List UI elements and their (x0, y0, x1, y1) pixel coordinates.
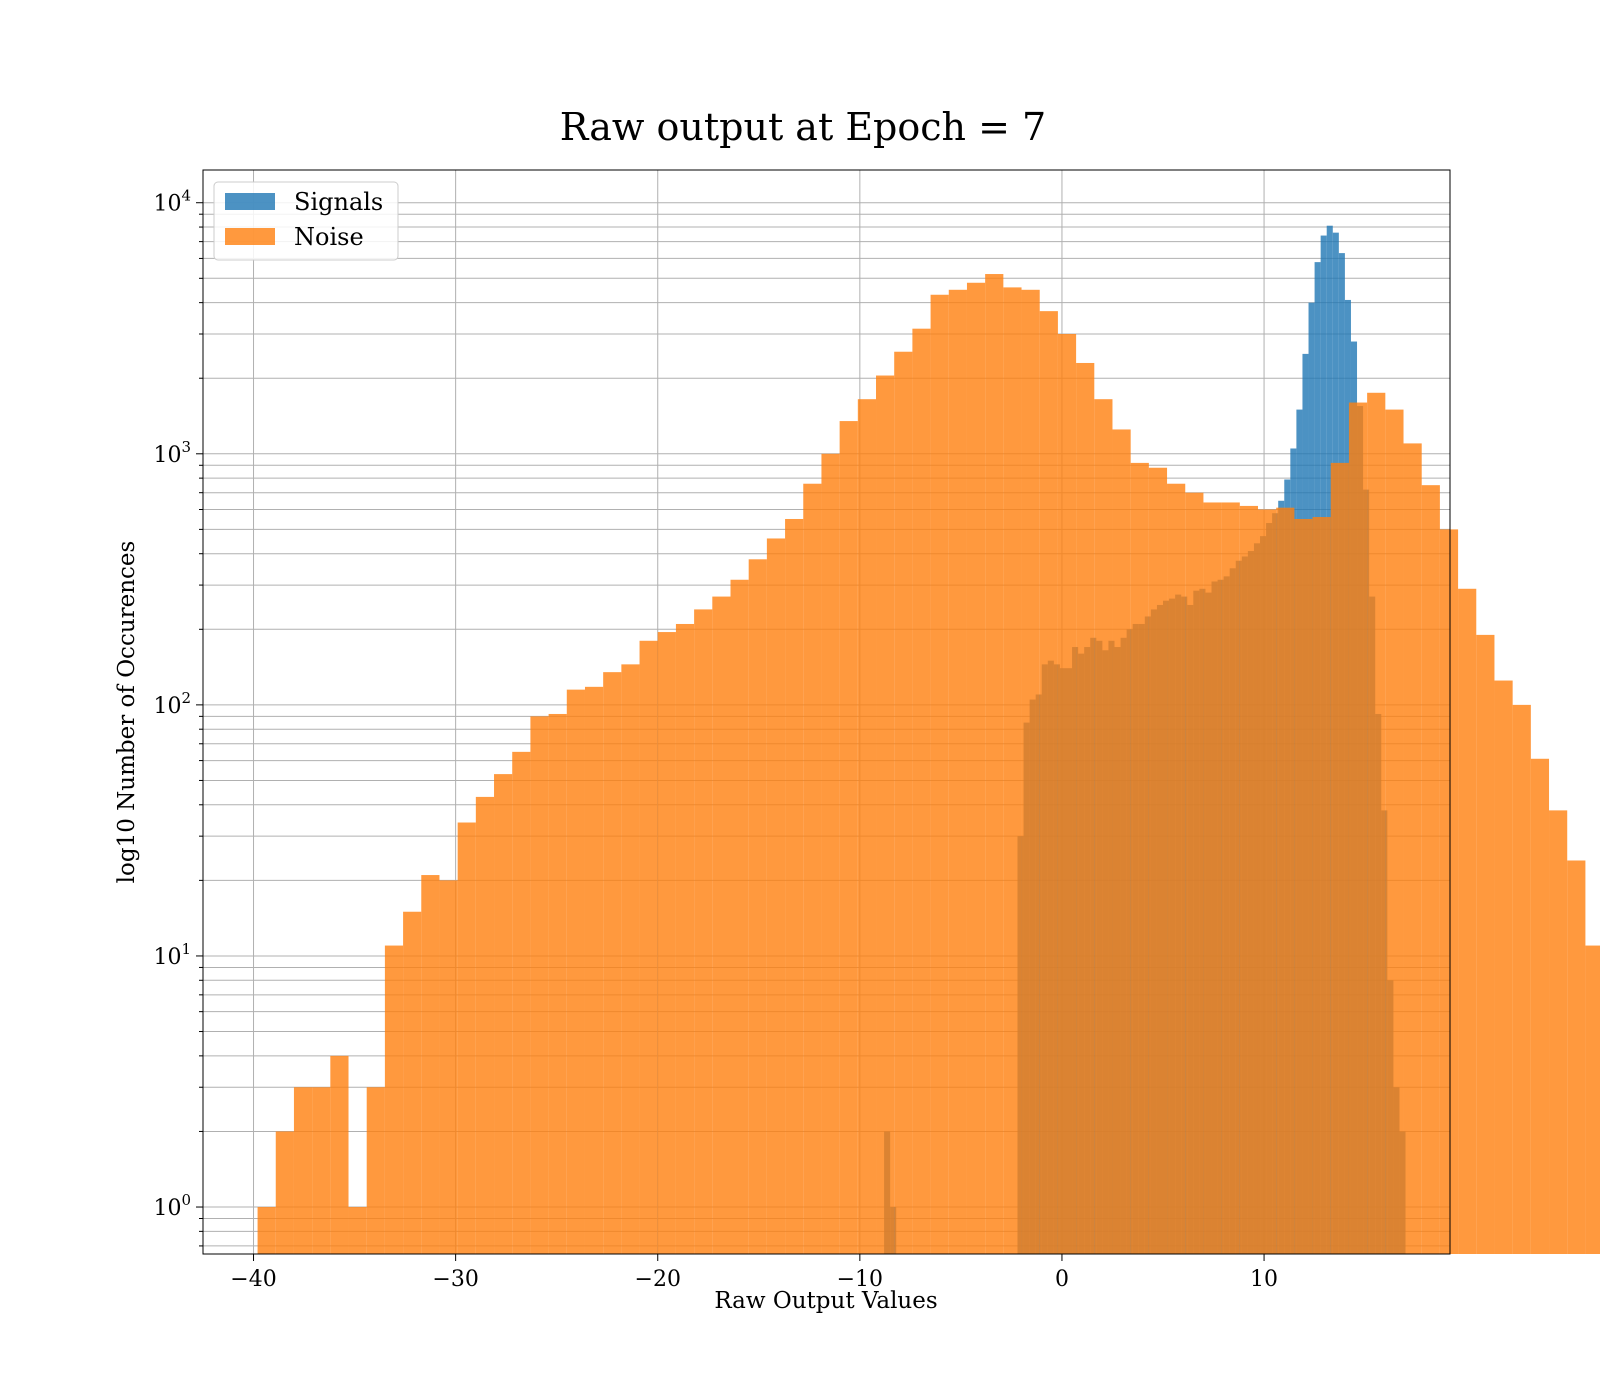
x-tick-label: −40 (230, 1267, 276, 1292)
y-tick-label: 102 (153, 689, 191, 719)
histogram-bar (1403, 443, 1422, 1254)
histogram-bar (603, 672, 622, 1254)
series-noise (257, 274, 1600, 1255)
y-tick-label: 101 (153, 940, 191, 970)
x-tick-label: −20 (635, 1267, 681, 1292)
histogram-bar (1530, 758, 1550, 1254)
histogram-bar (1458, 588, 1477, 1254)
histogram-bars (257, 225, 1600, 1255)
x-tick-label: 10 (1250, 1267, 1278, 1292)
histogram-bar (1039, 311, 1058, 1254)
histogram-bar (1021, 289, 1040, 1255)
histogram-bar (312, 1087, 331, 1254)
y-tick-label: 103 (153, 438, 191, 468)
y-axis-ticks: 100 101 102 103 104 (153, 187, 203, 1247)
y-tick-label: 104 (153, 187, 191, 217)
histogram-bar (348, 1207, 367, 1254)
legend-swatch-noise (225, 228, 275, 245)
histogram-bar (1476, 634, 1495, 1254)
histogram-bar (985, 274, 1004, 1255)
histogram-bar (821, 453, 840, 1254)
histogram-bar (839, 421, 858, 1255)
y-axis-label: log10 Number of Occurences (114, 541, 140, 884)
histogram-bar (1130, 462, 1149, 1255)
legend-swatch-signals (225, 193, 275, 210)
histogram-bar (1367, 392, 1386, 1254)
x-tick-label: 0 (1055, 1267, 1069, 1292)
histogram-bar (803, 483, 822, 1254)
histogram-bar (912, 328, 931, 1254)
histogram-bar (530, 716, 549, 1254)
histogram-bar (1348, 402, 1368, 1254)
histogram-bar (1330, 462, 1349, 1255)
y-tick-label: 100 (153, 1191, 191, 1221)
histogram-bar (257, 1207, 276, 1254)
histogram-bar (512, 751, 531, 1254)
histogram-bar (1112, 429, 1131, 1254)
histogram-bar (785, 518, 804, 1254)
chart-title: Raw output at Epoch = 7 (560, 105, 1046, 149)
histogram-bar (712, 596, 731, 1254)
histogram-bar (694, 609, 713, 1254)
histogram-bar (1003, 287, 1022, 1254)
histogram-bar (730, 579, 749, 1254)
histogram-bar (1057, 334, 1077, 1255)
histogram-bar (639, 640, 658, 1254)
histogram-bar (894, 351, 913, 1255)
histogram-bar (657, 632, 676, 1254)
histogram-bar (275, 1131, 294, 1254)
histogram-bar (403, 911, 422, 1254)
histogram-bar (675, 623, 695, 1254)
histogram-bar (1203, 502, 1222, 1255)
histogram-bar (421, 875, 440, 1254)
histogram-bar (857, 399, 877, 1254)
x-axis-ticks: −40 −30 −20 −10 0 10 (230, 1254, 1278, 1292)
histogram-bar (1167, 483, 1186, 1254)
histogram-bar (1312, 517, 1331, 1254)
histogram-bar (457, 822, 476, 1254)
histogram-bar (1276, 507, 1295, 1254)
histogram-bar (566, 689, 585, 1254)
histogram-bar (1549, 810, 1568, 1254)
legend-label-signals: Signals (294, 188, 383, 216)
histogram-bar (1257, 509, 1277, 1254)
histogram-bar (1585, 945, 1600, 1254)
histogram-bar (1094, 399, 1113, 1254)
x-tick-label: −10 (837, 1267, 883, 1292)
histogram-bar (1148, 467, 1168, 1254)
histogram-bar (948, 289, 967, 1255)
histogram-bar (1421, 485, 1440, 1255)
histogram-bar (748, 559, 767, 1254)
histogram-bar (366, 1087, 385, 1254)
histogram-bar (584, 686, 604, 1254)
histogram-bar (966, 282, 986, 1254)
histogram-bar (1439, 529, 1459, 1254)
histogram-bar (1385, 409, 1404, 1254)
histogram-bar (494, 774, 513, 1254)
histogram-bar (1294, 518, 1313, 1254)
histogram-bar (548, 713, 567, 1254)
legend-label-noise: Noise (294, 223, 364, 251)
histogram-bar (1185, 492, 1204, 1254)
x-tick-label: −30 (432, 1267, 478, 1292)
histogram-bar (439, 880, 458, 1254)
legend: Signals Noise (213, 181, 399, 261)
histogram-bar (1494, 680, 1513, 1254)
histogram-bar (930, 294, 949, 1255)
histogram-bar (876, 375, 895, 1254)
plot-frame (202, 169, 1451, 1255)
histogram-bar (330, 1055, 349, 1254)
histogram-bar (1239, 505, 1258, 1255)
histogram-bar (475, 796, 495, 1254)
histogram-bar (384, 945, 404, 1254)
histogram-bar (766, 538, 786, 1254)
histogram-bar (621, 664, 640, 1254)
histogram-bar (1221, 502, 1240, 1255)
x-axis-label: Raw Output Values (714, 1288, 937, 1314)
histogram-bar (1076, 362, 1095, 1254)
histogram-bar (1567, 860, 1586, 1254)
histogram-bar (1512, 704, 1531, 1254)
histogram-bar (293, 1087, 313, 1254)
